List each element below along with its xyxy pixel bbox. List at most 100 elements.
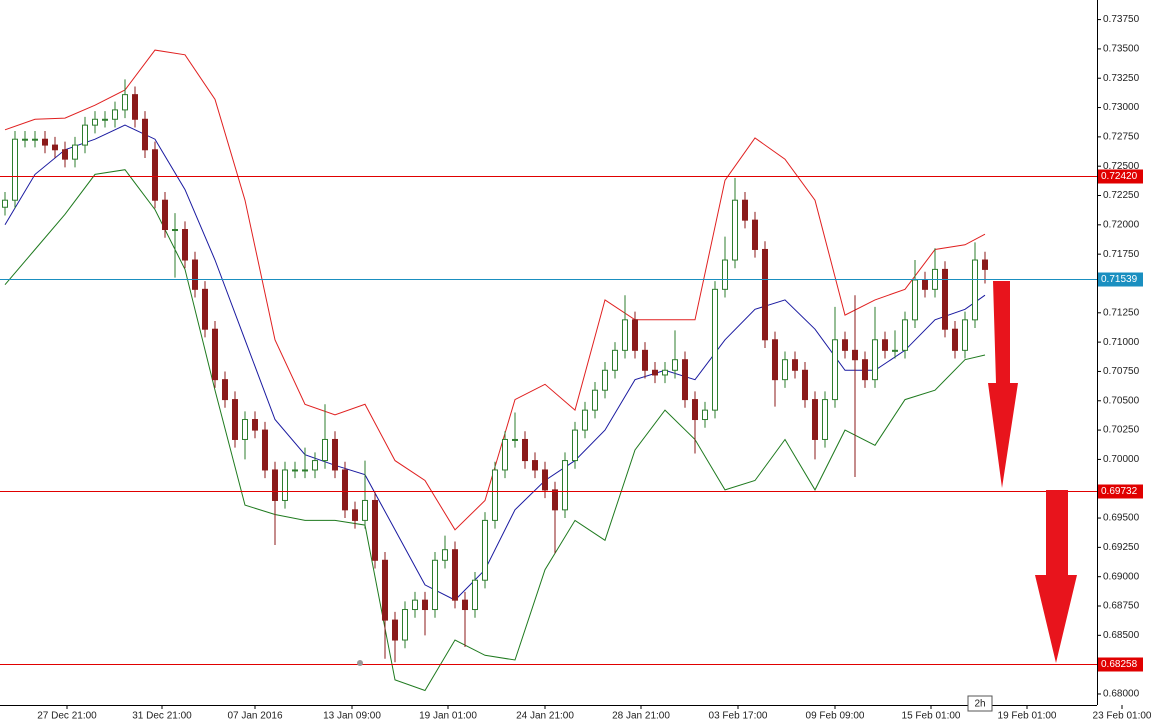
level-label-box xyxy=(1098,272,1143,287)
x-tick-label: 19 Jan 01:00 xyxy=(419,711,477,722)
y-tick-label: 0.68000 xyxy=(1103,689,1140,700)
candle-body xyxy=(902,319,908,351)
timeframe-label: 2h xyxy=(974,699,985,710)
candle-body xyxy=(752,219,758,250)
y-tick-label: 0.72500 xyxy=(1103,161,1140,172)
candle-body xyxy=(332,438,338,471)
candle-body xyxy=(572,429,578,462)
candle-body xyxy=(232,399,238,440)
down-arrow xyxy=(988,281,1018,488)
candle-body xyxy=(482,519,488,581)
candle-body xyxy=(952,328,958,351)
candle-body xyxy=(22,138,28,141)
x-tick-label: 27 Dec 21:00 xyxy=(37,711,97,722)
candle-body xyxy=(892,349,898,352)
candle-body xyxy=(662,369,668,376)
candle-body xyxy=(812,399,818,440)
candle-body xyxy=(252,419,258,431)
candle-body xyxy=(32,138,38,141)
y-tick-label: 0.72750 xyxy=(1103,132,1140,143)
candle-body xyxy=(352,509,358,521)
candle-body xyxy=(382,559,388,621)
candle-body xyxy=(122,94,128,111)
candle-body xyxy=(562,460,568,511)
candle-body xyxy=(502,438,508,471)
candle-body xyxy=(802,369,808,401)
candle-body xyxy=(432,559,438,611)
candle-body xyxy=(632,319,638,351)
x-tick-label: 07 Jan 2016 xyxy=(227,711,282,722)
candle-body xyxy=(222,379,228,401)
candle-body xyxy=(652,369,658,376)
candle-body xyxy=(52,144,58,151)
band-line xyxy=(4,124,986,601)
y-tick-label: 0.73500 xyxy=(1103,44,1140,55)
candle-body xyxy=(792,359,798,371)
candle-body xyxy=(112,109,118,120)
marker-dot xyxy=(357,660,363,666)
y-tick-label: 0.73000 xyxy=(1103,102,1140,113)
candle-body xyxy=(642,349,648,371)
candle-body xyxy=(462,599,468,611)
candle-body xyxy=(702,409,708,421)
candle-body xyxy=(772,339,778,381)
candle-body xyxy=(202,288,208,330)
level-label: 0.68258 xyxy=(1101,659,1138,670)
y-tick-label: 0.68500 xyxy=(1103,630,1140,641)
candle-body xyxy=(942,268,948,330)
level-label: 0.69732 xyxy=(1101,486,1138,497)
candle-body xyxy=(152,149,158,201)
candle-body xyxy=(862,359,868,381)
x-tick-label: 13 Jan 09:00 xyxy=(323,711,381,722)
x-tick-label: 03 Feb 17:00 xyxy=(709,711,768,722)
y-tick-label: 0.71000 xyxy=(1103,337,1140,348)
candle-body xyxy=(192,259,198,290)
candle-body xyxy=(852,349,858,361)
candle-body xyxy=(262,429,268,471)
y-tick-label: 0.69500 xyxy=(1103,513,1140,524)
candle-body xyxy=(292,469,298,472)
band-line xyxy=(4,49,986,531)
candle-body xyxy=(442,549,448,561)
x-tick-label: 19 Feb 01:00 xyxy=(998,711,1057,722)
candle-body xyxy=(302,469,308,472)
candle-body xyxy=(982,259,988,270)
candle-body xyxy=(162,199,168,231)
candle-body xyxy=(282,469,288,501)
x-tick-label: 24 Jan 21:00 xyxy=(516,711,574,722)
level-label: 0.72420 xyxy=(1101,171,1138,182)
candle-body xyxy=(42,138,48,146)
candle-body xyxy=(452,549,458,601)
y-tick-label: 0.70000 xyxy=(1103,454,1140,465)
level-label-box xyxy=(1098,484,1143,499)
candle-body xyxy=(522,438,528,462)
y-tick-label: 0.73750 xyxy=(1103,14,1140,25)
x-tick-label: 28 Jan 21:00 xyxy=(612,711,670,722)
y-tick-label: 0.70750 xyxy=(1103,366,1140,377)
candle-body xyxy=(412,599,418,611)
candle-body xyxy=(872,339,878,381)
candle-body xyxy=(622,319,628,351)
level-label-box xyxy=(1098,169,1143,184)
candle-body xyxy=(672,359,678,371)
y-tick-label: 0.69250 xyxy=(1103,542,1140,553)
candle-body xyxy=(732,199,738,261)
y-tick-label: 0.68750 xyxy=(1103,601,1140,612)
candle-body xyxy=(142,118,148,151)
candle-body xyxy=(722,259,728,290)
candle-body xyxy=(542,469,548,491)
down-arrow xyxy=(1035,490,1077,663)
y-tick-label: 0.71750 xyxy=(1103,249,1140,260)
x-tick-label: 23 Feb 01:00 xyxy=(1093,711,1152,722)
candle-body xyxy=(602,369,608,391)
level-label: 0.71539 xyxy=(1101,274,1138,285)
x-tick-label: 09 Feb 09:00 xyxy=(806,711,865,722)
candle-body xyxy=(402,609,408,641)
candle-body xyxy=(692,399,698,421)
candle-body xyxy=(962,319,968,351)
y-tick-label: 0.70500 xyxy=(1103,395,1140,406)
band-line xyxy=(4,169,986,692)
candle-body xyxy=(832,339,838,401)
candle-body xyxy=(972,259,978,321)
